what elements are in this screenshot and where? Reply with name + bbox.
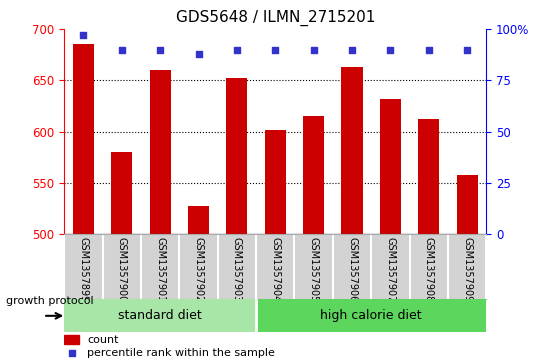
Text: growth protocol: growth protocol [6, 296, 93, 306]
Bar [303, 116, 324, 234]
Text: GSM1357904: GSM1357904 [271, 237, 280, 303]
Text: GSM1357908: GSM1357908 [424, 237, 434, 303]
Text: GSM1357899: GSM1357899 [78, 237, 88, 303]
Text: GSM1357901: GSM1357901 [155, 237, 165, 303]
Bar [188, 207, 209, 234]
Point [67, 350, 76, 355]
FancyBboxPatch shape [256, 299, 505, 332]
Point [424, 46, 433, 52]
Text: percentile rank within the sample: percentile rank within the sample [88, 347, 276, 358]
Text: high calorie diet: high calorie diet [320, 309, 422, 322]
Point [194, 51, 203, 57]
Point [348, 46, 357, 52]
Text: count: count [88, 335, 119, 344]
Bar [418, 119, 439, 234]
Point [309, 46, 318, 52]
Text: GSM1357909: GSM1357909 [462, 237, 472, 303]
Text: GSM1357902: GSM1357902 [193, 237, 203, 303]
Bar [226, 78, 248, 234]
Bar [457, 175, 478, 234]
Point [233, 46, 241, 52]
Text: GSM1357900: GSM1357900 [117, 237, 127, 303]
Text: GSM1357906: GSM1357906 [347, 237, 357, 303]
Title: GDS5648 / ILMN_2715201: GDS5648 / ILMN_2715201 [176, 10, 375, 26]
Point [463, 46, 472, 52]
Point [386, 46, 395, 52]
Text: GSM1357903: GSM1357903 [232, 237, 242, 303]
Bar [380, 99, 401, 234]
Bar [111, 152, 132, 234]
Bar [64, 335, 79, 344]
Point [79, 32, 88, 38]
Text: GSM1357905: GSM1357905 [309, 237, 319, 303]
Bar [73, 44, 94, 234]
Bar [342, 67, 363, 234]
Point [271, 46, 280, 52]
Point [117, 46, 126, 52]
Bar [150, 70, 170, 234]
Bar [265, 130, 286, 234]
FancyBboxPatch shape [64, 299, 256, 332]
Text: GSM1357907: GSM1357907 [385, 237, 395, 303]
Text: standard diet: standard diet [119, 309, 202, 322]
Point [156, 46, 165, 52]
